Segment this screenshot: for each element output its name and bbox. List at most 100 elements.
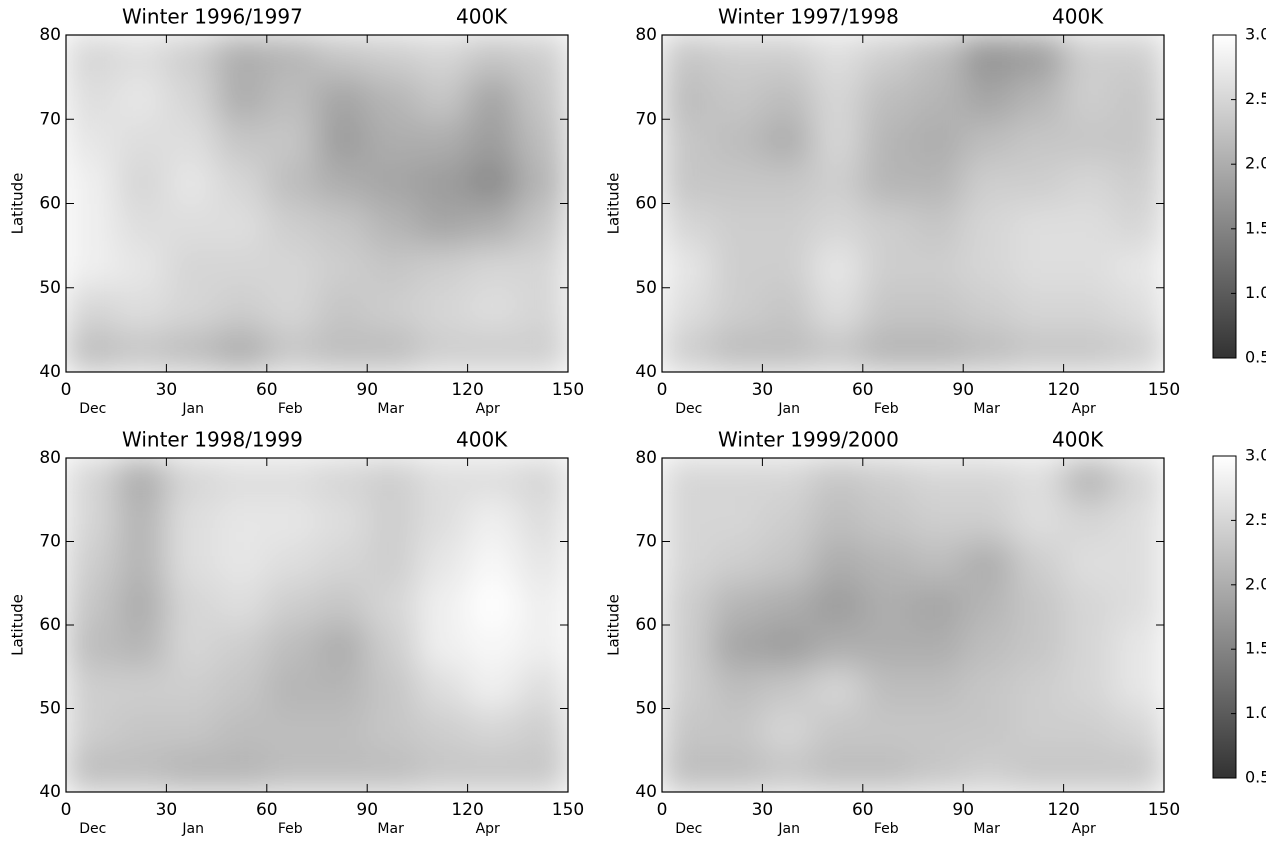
heat-cell bbox=[66, 458, 117, 501]
heat-cell bbox=[367, 458, 418, 501]
heat-cell bbox=[417, 119, 468, 162]
y-tick-label: 70 bbox=[635, 532, 657, 552]
colorbar-tick-label: 3.0 bbox=[1245, 25, 1266, 44]
heat-cell bbox=[762, 625, 813, 668]
x-tick-label: 60 bbox=[852, 380, 874, 400]
heat-cell bbox=[317, 119, 368, 162]
y-tick-label: 80 bbox=[635, 448, 657, 468]
y-tick-label: 40 bbox=[39, 782, 61, 802]
heat-cell bbox=[216, 119, 267, 162]
heatmap bbox=[66, 458, 569, 793]
heat-cell bbox=[812, 329, 863, 372]
heat-cell bbox=[712, 203, 763, 246]
heat-cell bbox=[317, 708, 368, 751]
heat-cell bbox=[913, 35, 964, 78]
heat-cell bbox=[517, 583, 568, 626]
heat-cell bbox=[66, 35, 117, 78]
heat-cell bbox=[862, 77, 913, 120]
heat-cell bbox=[66, 541, 117, 584]
month-label: Dec bbox=[79, 401, 106, 417]
heat-cell bbox=[862, 666, 913, 709]
heat-cell bbox=[712, 499, 763, 542]
heat-cell bbox=[963, 329, 1014, 372]
heat-cell bbox=[367, 708, 418, 751]
panel-level: 400K bbox=[456, 5, 508, 29]
heat-cell bbox=[1113, 35, 1164, 78]
x-tick-label: 150 bbox=[1148, 800, 1180, 820]
heat-cell bbox=[712, 119, 763, 162]
heat-cell bbox=[116, 708, 167, 751]
heat-cell bbox=[913, 708, 964, 751]
month-label: Mar bbox=[973, 821, 1000, 837]
heat-cell bbox=[1013, 203, 1064, 246]
heat-cell bbox=[517, 203, 568, 246]
heat-cell bbox=[1113, 203, 1164, 246]
heat-cell bbox=[1113, 287, 1164, 330]
heat-cell bbox=[417, 287, 468, 330]
heat-cell bbox=[662, 708, 713, 751]
heat-cell bbox=[66, 750, 117, 793]
month-label: Apr bbox=[1072, 821, 1096, 837]
colorbar-tick-label: 2.0 bbox=[1245, 154, 1266, 173]
colorbar-tick-label: 2.5 bbox=[1245, 89, 1266, 108]
heat-cell bbox=[467, 329, 518, 372]
x-tick-label: 30 bbox=[752, 380, 774, 400]
heat-cell bbox=[467, 458, 518, 501]
heat-cell bbox=[862, 245, 913, 288]
heat-cell bbox=[762, 750, 813, 793]
heat-cell bbox=[1113, 77, 1164, 120]
heat-cell bbox=[317, 458, 368, 501]
heat-cell bbox=[1013, 35, 1064, 78]
heat-cell bbox=[963, 583, 1014, 626]
heat-cell bbox=[712, 708, 763, 751]
heat-cell bbox=[662, 583, 713, 626]
month-label: Feb bbox=[874, 821, 899, 837]
heatmap bbox=[662, 35, 1165, 373]
heat-cell bbox=[216, 161, 267, 204]
heat-cell bbox=[417, 458, 468, 501]
heat-cell bbox=[1063, 625, 1114, 668]
heat-cell bbox=[166, 583, 217, 626]
heat-cell bbox=[1013, 750, 1064, 793]
heat-cell bbox=[367, 35, 418, 78]
heat-cell bbox=[166, 708, 217, 751]
month-label: Feb bbox=[278, 401, 303, 417]
panel-title: Winter 1997/1998 bbox=[718, 5, 899, 29]
x-tick-label: 120 bbox=[1047, 380, 1079, 400]
heat-cell bbox=[862, 499, 913, 542]
heat-cell bbox=[712, 458, 763, 501]
heat-cell bbox=[467, 161, 518, 204]
heat-cell bbox=[166, 203, 217, 246]
heat-cell bbox=[116, 119, 167, 162]
panel-title: Winter 1998/1999 bbox=[122, 428, 303, 452]
heat-cell bbox=[1113, 119, 1164, 162]
plot-area bbox=[662, 458, 1165, 793]
y-tick-label: 70 bbox=[39, 532, 61, 552]
heat-cell bbox=[517, 35, 568, 78]
heat-cell bbox=[266, 583, 317, 626]
heat-cell bbox=[963, 499, 1014, 542]
panel-title: Winter 1999/2000 bbox=[718, 428, 899, 452]
y-tick-label: 70 bbox=[39, 109, 61, 129]
heat-cell bbox=[913, 666, 964, 709]
heat-cell bbox=[1063, 35, 1114, 78]
heat-cell bbox=[66, 287, 117, 330]
heat-cell bbox=[266, 119, 317, 162]
heat-cell bbox=[166, 119, 217, 162]
heat-cell bbox=[266, 329, 317, 372]
heat-cell bbox=[862, 541, 913, 584]
y-axis-label: Latitude bbox=[9, 594, 27, 656]
heat-cell bbox=[913, 625, 964, 668]
y-tick-label: 60 bbox=[39, 615, 61, 635]
heat-cell bbox=[1113, 161, 1164, 204]
heat-cell bbox=[116, 245, 167, 288]
heat-cell bbox=[66, 666, 117, 709]
colorbar-tick-label: 2.5 bbox=[1245, 510, 1266, 529]
heat-cell bbox=[266, 245, 317, 288]
heat-cell bbox=[266, 287, 317, 330]
heat-cell bbox=[762, 499, 813, 542]
heat-cell bbox=[662, 203, 713, 246]
heat-cell bbox=[517, 119, 568, 162]
colorbar-tick-label: 1.5 bbox=[1245, 639, 1266, 658]
colorbar-tick-label: 0.5 bbox=[1245, 348, 1266, 367]
